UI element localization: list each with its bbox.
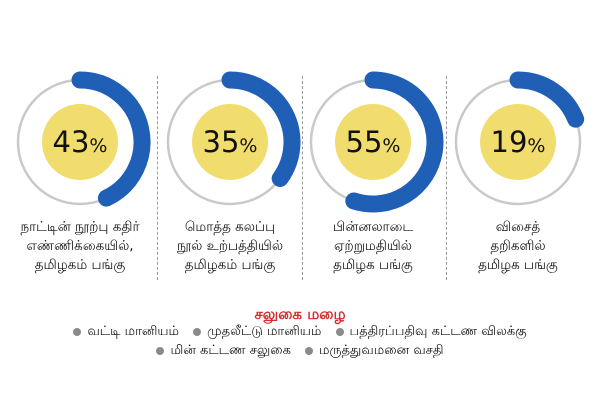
stat-panel-2: 35% மொத்த கலப்பு நூல் உற்பத்தியில் தமிழக… [155, 70, 305, 285]
caption-1: நாட்டின் நூற்பு கதிர் எண்ணிக்கையில், தமி… [20, 219, 140, 273]
percent-1: 43% [52, 125, 108, 159]
stat-panel-3: 55% பின்னலாடை ஏற்றுமதியில் தமிழக பங்கு [298, 70, 448, 285]
concession-item: மருத்துவமனை வசதி [305, 341, 444, 361]
concession-item: முதலீட்டு மானியம் [193, 322, 321, 342]
gauge-center [480, 104, 556, 180]
gauge-1 [16, 71, 151, 207]
concession-item: பத்திரப்பதிவு கட்டண விலக்கு [335, 322, 527, 342]
percent-3: 55% [345, 125, 401, 159]
gauge-value-arc [221, 71, 301, 187]
gauge-2 [166, 71, 301, 206]
bullet-dot-icon [193, 327, 202, 336]
gauge-center [192, 104, 268, 180]
concessions-row-1: வட்டி மானியம் முதலீட்டு மானியம் பத்திரப்… [0, 322, 600, 342]
percent-2: 35% [202, 125, 258, 159]
gauge-value-arc [345, 71, 444, 213]
stat-panel-4: 19% விசைத் தறிகளில் தமிழக பங்கு [443, 70, 593, 285]
percent-4: 19% [490, 125, 546, 159]
concessions-heading: சலுகை மழை [254, 305, 346, 323]
divider-3 [446, 76, 447, 280]
gauge-value-arc [509, 71, 585, 128]
bullet-dot-icon [335, 327, 344, 336]
gauge-center [42, 104, 118, 180]
divider-1 [157, 76, 158, 280]
gauge-4 [454, 71, 585, 206]
concessions-row-2: மின் கட்டண சலுகை மருத்துவமனை வசதி [0, 341, 600, 361]
concession-item: மின் கட்டண சலுகை [156, 341, 291, 361]
caption-2: மொத்த கலப்பு நூல் உற்பத்தியில் தமிழகம் ப… [176, 219, 284, 273]
bullet-dot-icon [73, 327, 82, 336]
stat-panel-1: 43% நாட்டின் நூற்பு கதிர் எண்ணிக்கையில்,… [5, 70, 155, 285]
bullet-dot-icon [305, 346, 314, 355]
gauge-value-arc [71, 71, 151, 207]
divider-2 [302, 76, 303, 280]
bullet-dot-icon [156, 346, 165, 355]
gauge-3 [309, 71, 444, 213]
gauge-center [335, 104, 411, 180]
caption-4: விசைத் தறிகளில் தமிழக பங்கு [478, 219, 558, 273]
concession-item: வட்டி மானியம் [73, 322, 179, 342]
caption-3: பின்னலாடை ஏற்றுமதியில் தமிழக பங்கு [332, 219, 414, 273]
